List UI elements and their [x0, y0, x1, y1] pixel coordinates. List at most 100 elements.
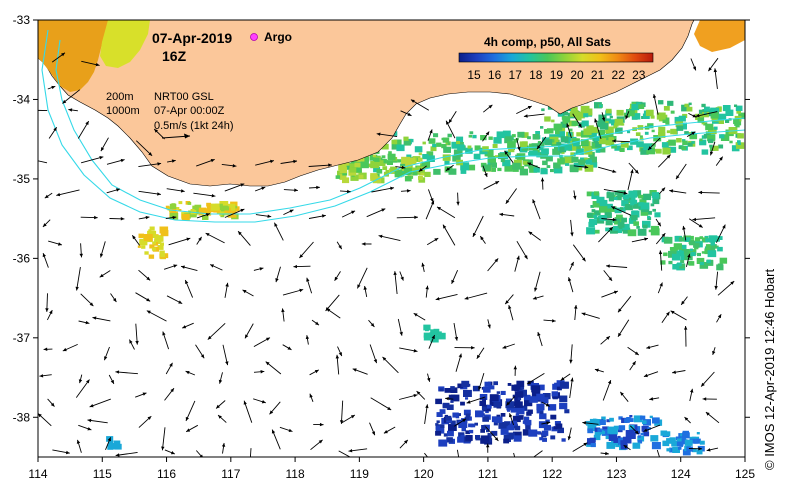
- current-arrow: [532, 295, 544, 300]
- sst-pixel: [620, 443, 628, 450]
- sst-pixel: [631, 103, 640, 111]
- sst-pixel: [601, 416, 606, 421]
- sst-pixel: [699, 261, 704, 266]
- sst-pixel: [736, 110, 741, 114]
- sst-pixel: [599, 206, 608, 213]
- current-arrow: [418, 165, 427, 172]
- current-arrow: [527, 162, 541, 169]
- sst-pixel: [565, 162, 570, 166]
- sst-pixel: [718, 144, 724, 149]
- sst-pixel: [627, 145, 633, 151]
- sst-pixel: [548, 404, 557, 411]
- sst-pixel: [464, 416, 470, 421]
- sst-pixel: [613, 425, 619, 430]
- sst-pixel: [707, 250, 717, 258]
- sst-pixel: [536, 431, 541, 435]
- sst-pixel: [590, 162, 598, 168]
- sst-pixel: [599, 420, 606, 425]
- current-arrow: [138, 269, 151, 281]
- sst-pixel: [504, 136, 513, 144]
- sst-pixel: [496, 414, 501, 418]
- sst-pixel: [616, 109, 624, 116]
- sst-pixel: [706, 259, 711, 264]
- sst-pixel: [653, 149, 658, 152]
- sst-pixel: [608, 197, 614, 202]
- sst-pixel: [575, 145, 581, 150]
- sst-pixel: [493, 401, 502, 408]
- current-arrow: [598, 226, 614, 243]
- sst-pixel: [460, 401, 465, 406]
- sst-pixel: [544, 129, 550, 134]
- sst-pixel: [516, 380, 525, 387]
- sst-pixel: [715, 245, 719, 249]
- sst-pixel: [576, 111, 585, 119]
- current-arrow: [164, 387, 175, 401]
- sst-pixel: [403, 167, 412, 175]
- sst-pixel: [637, 435, 641, 438]
- sst-pixel: [491, 168, 496, 172]
- sst-pixel: [573, 141, 580, 147]
- current-arrow: [627, 346, 640, 356]
- sst-pixel: [678, 145, 684, 150]
- current-arrow: [424, 452, 429, 457]
- sst-pixel: [709, 144, 713, 148]
- sst-pixel: [435, 398, 442, 405]
- sst-pixel: [370, 174, 378, 181]
- sst-pixel: [592, 201, 601, 208]
- current-arrow: [617, 319, 630, 338]
- sst-patches: [106, 100, 745, 456]
- sst-pixel: [457, 144, 465, 151]
- isobath-1000m: [41, 29, 745, 223]
- sst-pixel: [705, 123, 714, 131]
- current-arrow: [196, 158, 215, 167]
- current-arrow: [478, 372, 485, 391]
- colorbar-tick-label: 15: [467, 68, 481, 82]
- sst-pixel: [507, 425, 515, 431]
- sst-pixel: [521, 132, 529, 138]
- sst-pixel: [682, 139, 686, 142]
- sst-pixel: [459, 142, 464, 146]
- sst-pixel: [165, 205, 170, 209]
- sst-pixel: [630, 199, 638, 206]
- current-arrow: [336, 241, 343, 250]
- sst-pixel: [465, 413, 471, 418]
- current-arrow: [399, 347, 418, 353]
- sst-pixel: [651, 442, 661, 450]
- sst-pixel: [736, 142, 745, 149]
- sst-pixel: [590, 205, 595, 208]
- sst-pixel: [642, 220, 651, 228]
- current-arrow: [427, 373, 431, 382]
- current-arrow: [425, 200, 435, 220]
- sst-pixel: [226, 203, 236, 211]
- current-arrow: [685, 253, 691, 268]
- sst-pixel: [544, 116, 551, 122]
- sst-pixel: [550, 435, 556, 440]
- sst-pixel: [674, 235, 682, 242]
- sst-pixel: [590, 126, 599, 133]
- sst-pixel: [687, 142, 693, 147]
- sst-pixel: [524, 399, 533, 407]
- current-arrow: [656, 449, 660, 457]
- sst-pixel: [644, 131, 649, 135]
- current-arrow: [516, 138, 521, 151]
- sst-pixel: [651, 129, 655, 133]
- sst-pixel: [465, 397, 469, 400]
- current-arrow: [513, 452, 516, 457]
- sst-pixel: [486, 404, 492, 409]
- current-vectors: [38, 52, 735, 457]
- colorbar-tick-label: 21: [591, 68, 605, 82]
- sst-pixel: [688, 261, 695, 266]
- sst-pixel: [640, 148, 649, 155]
- current-arrow: [603, 188, 628, 195]
- current-arrow: [427, 129, 433, 141]
- sst-pixel: [393, 144, 398, 148]
- current-arrow: [306, 277, 313, 294]
- current-arrow: [516, 240, 528, 260]
- sst-pixel: [413, 156, 421, 162]
- sst-pixel: [500, 158, 505, 163]
- current-arrow: [421, 262, 425, 272]
- sst-pixel: [439, 409, 446, 414]
- current-arrow: [692, 217, 716, 222]
- sst-pixel: [594, 229, 600, 234]
- sst-pixel: [432, 143, 437, 148]
